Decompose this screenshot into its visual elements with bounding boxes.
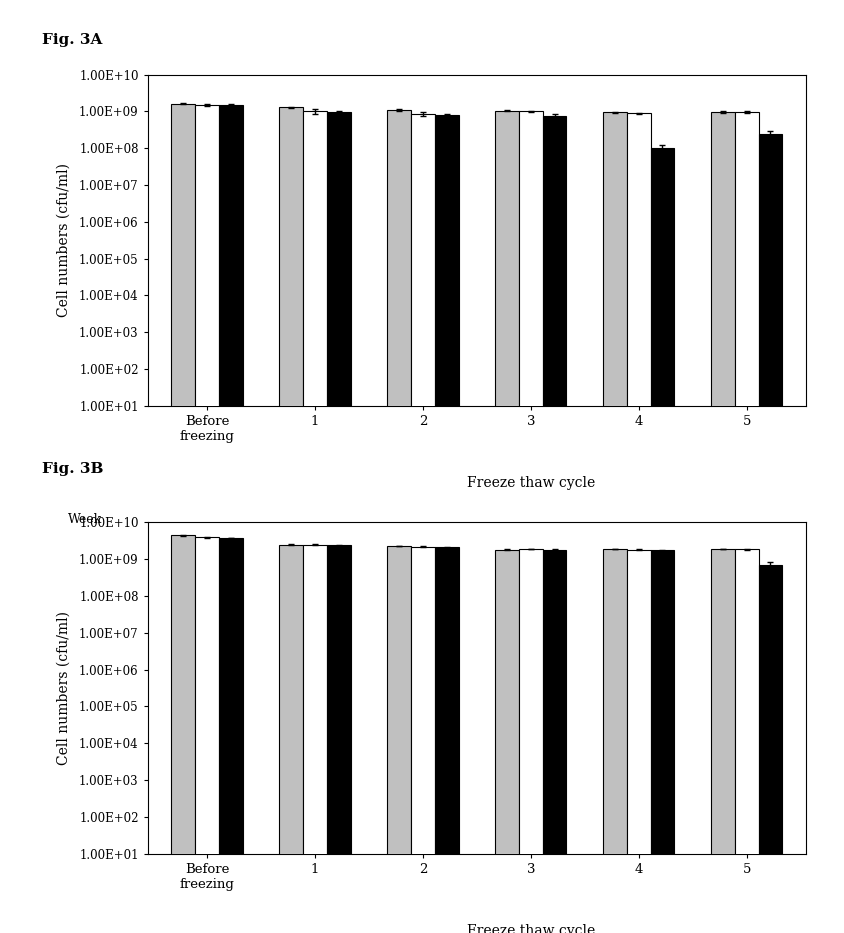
Bar [387,546,411,933]
Bar [603,549,627,933]
Bar [435,548,458,933]
Bar [735,112,759,933]
Y-axis label: Cell numbers (cfu/ml): Cell numbers (cfu/ml) [57,611,71,765]
Bar [651,148,674,933]
Bar [519,549,543,933]
Bar [495,111,519,933]
Bar [603,112,627,933]
Bar [711,112,735,933]
Bar [411,547,435,933]
Bar [759,565,782,933]
Bar [303,545,327,933]
Bar [327,545,350,933]
Text: Freeze thaw cycle: Freeze thaw cycle [467,924,595,933]
Bar [711,549,735,933]
Bar [543,550,566,933]
Bar [303,111,327,933]
Bar [627,113,651,933]
Bar [435,115,458,933]
Bar [171,104,195,933]
Bar [219,104,243,933]
Bar [411,114,435,933]
Bar [519,111,543,933]
Bar [195,104,219,933]
Text: Fig. 3B: Fig. 3B [42,462,104,476]
Bar [195,537,219,933]
Bar [495,550,519,933]
Bar [327,112,350,933]
Bar [735,550,759,933]
Text: Fig. 3A: Fig. 3A [42,33,103,47]
Bar [759,133,782,933]
Y-axis label: Cell numbers (cfu/ml): Cell numbers (cfu/ml) [57,163,71,317]
Bar [627,550,651,933]
Bar [279,545,303,933]
Text: Freeze thaw cycle: Freeze thaw cycle [467,476,595,490]
Bar [651,550,674,933]
Bar [171,536,195,933]
Bar [279,107,303,933]
Text: Week: Week [68,513,102,526]
Bar [387,110,411,933]
Bar [543,116,566,933]
Bar [219,538,243,933]
